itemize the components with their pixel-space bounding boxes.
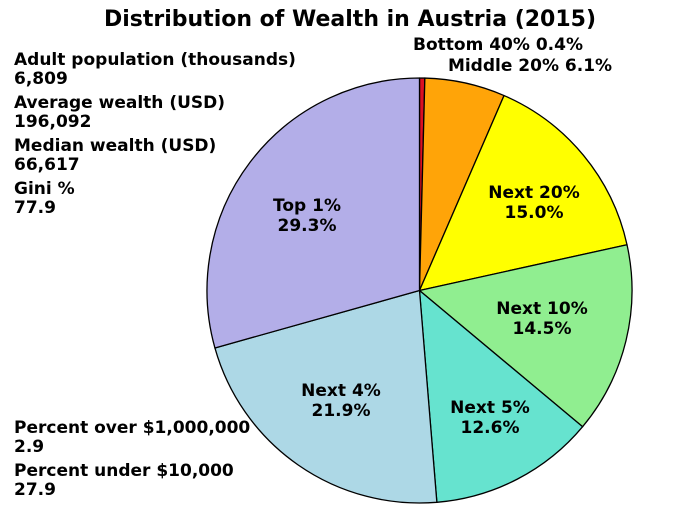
- stat-value: 77.9: [14, 198, 56, 218]
- pie-slice-next-5: [418, 289, 584, 503]
- stat-average-wealth: Average wealth (USD) 196,092: [14, 94, 296, 132]
- pie-slice-top-1: [206, 77, 421, 349]
- stat-value: 6,809: [14, 69, 68, 89]
- pie-slice-next-4: [214, 289, 438, 504]
- stat-value: 27.9: [14, 480, 56, 500]
- chart-title: Distribution of Wealth in Austria (2015): [103, 7, 597, 32]
- stat-percent-over-million: Percent over $1,000,000 2.9: [14, 419, 250, 457]
- stat-label: Average wealth (USD): [14, 93, 226, 113]
- stat-percent-under-10000: Percent under $10,000 27.9: [14, 462, 250, 500]
- stat-value: 66,617: [14, 155, 80, 175]
- stats-block-bottom: Percent over $1,000,000 2.9 Percent unde…: [14, 419, 250, 505]
- stat-label: Percent under $10,000: [14, 461, 234, 481]
- stat-label: Adult population (thousands): [14, 50, 296, 70]
- stat-label: Percent over $1,000,000: [14, 418, 251, 438]
- stats-block-top: Adult population (thousands) 6,809 Avera…: [14, 51, 296, 223]
- stat-gini: Gini % 77.9: [14, 180, 296, 218]
- stat-value: 196,092: [14, 112, 92, 132]
- pie-slice-next-20: [418, 94, 628, 292]
- pie-slice-next-10: [418, 244, 633, 428]
- stat-label: Gini %: [14, 179, 75, 199]
- stat-median-wealth: Median wealth (USD) 66,617: [14, 137, 296, 175]
- stat-label: Median wealth (USD): [14, 136, 217, 156]
- stat-adult-population: Adult population (thousands) 6,809: [14, 51, 296, 89]
- stat-value: 2.9: [14, 437, 45, 457]
